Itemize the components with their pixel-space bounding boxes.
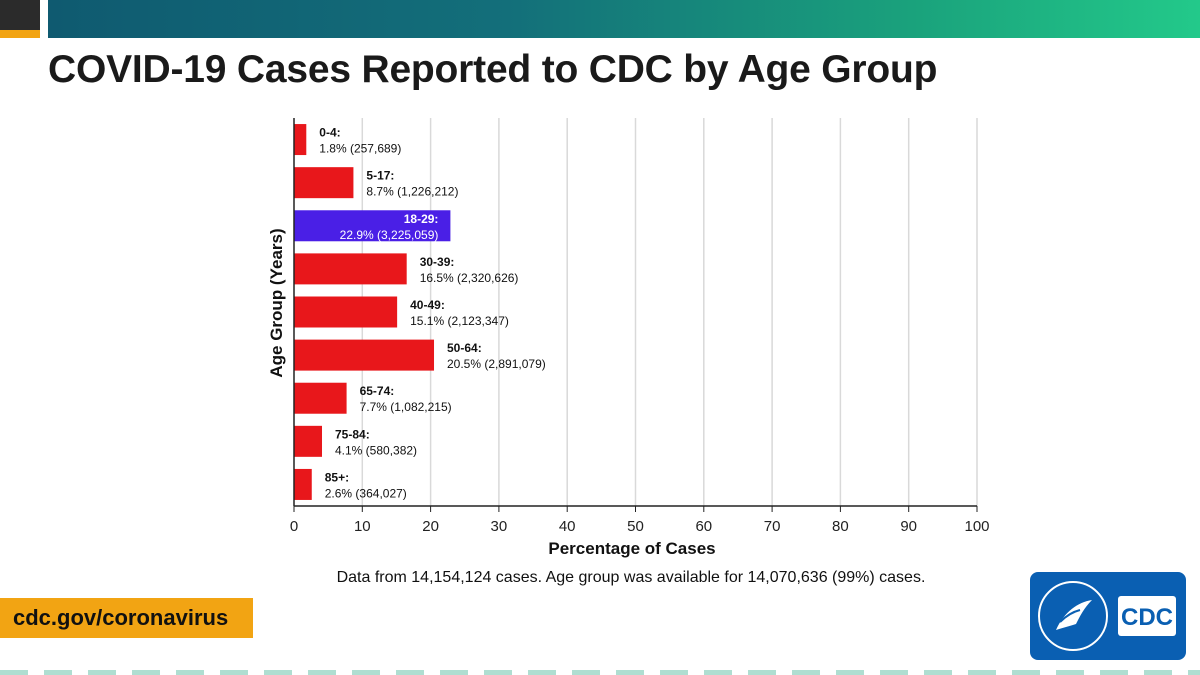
bar-label-category: 85+:: [325, 470, 349, 484]
bar-label-category: 5-17:: [366, 169, 394, 183]
bar-label-value: 20.5% (2,891,079): [447, 357, 546, 371]
site-url-link[interactable]: cdc.gov/coronavirus: [0, 598, 253, 638]
x-tick-label: 20: [422, 518, 439, 535]
bar-label-value: 7.7% (1,082,215): [360, 400, 452, 414]
bar-18-29: [294, 210, 451, 242]
bar-40-49: [294, 296, 398, 328]
x-tick-label: 50: [627, 518, 644, 535]
bar-label-value: 2.6% (364,027): [325, 486, 407, 500]
bar-label-value: 16.5% (2,320,626): [420, 271, 519, 285]
chart-gridlines: [361, 118, 978, 506]
bar-50-64: [294, 339, 435, 371]
x-tick-label: 30: [491, 518, 508, 535]
chart-data-labels: 0-4: 1.8% (257,689) 5-17: 8.7% (1,226,212) 1…: [319, 126, 545, 501]
bar-65-74: [294, 382, 347, 414]
bar-label-category: 40-49:: [410, 298, 445, 312]
bar-label-value: 15.1% (2,123,347): [410, 314, 509, 328]
x-tick-label: 70: [764, 518, 781, 535]
bar-label-value: 8.7% (1,226,212): [366, 185, 458, 199]
bar-5-17: [294, 167, 354, 199]
bar-75-84: [294, 425, 323, 457]
chart-footnote: Data from 14,154,124 cases. Age group wa…: [336, 569, 926, 586]
cdc-logo: CDC: [1030, 572, 1186, 660]
bar-0-4: [294, 124, 307, 156]
x-tick-label: 10: [354, 518, 371, 535]
bar-label-value: 4.1% (580,382): [335, 443, 417, 457]
x-tick-label: 80: [832, 518, 849, 535]
chart-bars: [294, 124, 451, 500]
chart-axes: 0 10 20 30 40 50 60 70 80 90 100: [290, 118, 990, 535]
bar-label-category: 18-29:: [404, 212, 439, 226]
x-axis-title: Percentage of Cases: [548, 539, 715, 558]
x-tick-label: 0: [290, 518, 298, 535]
bar-85plus: [294, 468, 312, 500]
x-tick-label: 60: [695, 518, 712, 535]
bar-label-category: 75-84:: [335, 427, 370, 441]
bar-label-category: 30-39:: [420, 255, 455, 269]
page-title: COVID-19 Cases Reported to CDC by Age Gr…: [48, 48, 938, 91]
bar-label-value: 22.9% (3,225,059): [340, 228, 439, 242]
corner-accent: [0, 0, 40, 38]
bar-label-category: 65-74:: [360, 384, 395, 398]
x-tick-label: 90: [900, 518, 917, 535]
cdc-logo-text: CDC: [1121, 604, 1173, 631]
x-tick-label: 40: [559, 518, 576, 535]
bar-30-39: [294, 253, 407, 285]
header-banner: [48, 0, 1200, 38]
bar-label-category: 0-4:: [319, 126, 340, 140]
footer-strip: [0, 670, 1200, 675]
bar-label-value: 1.8% (257,689): [319, 142, 401, 156]
x-tick-label: 100: [964, 518, 989, 535]
y-axis-title: Age Group (Years): [267, 228, 286, 377]
bar-label-category: 50-64:: [447, 341, 482, 355]
